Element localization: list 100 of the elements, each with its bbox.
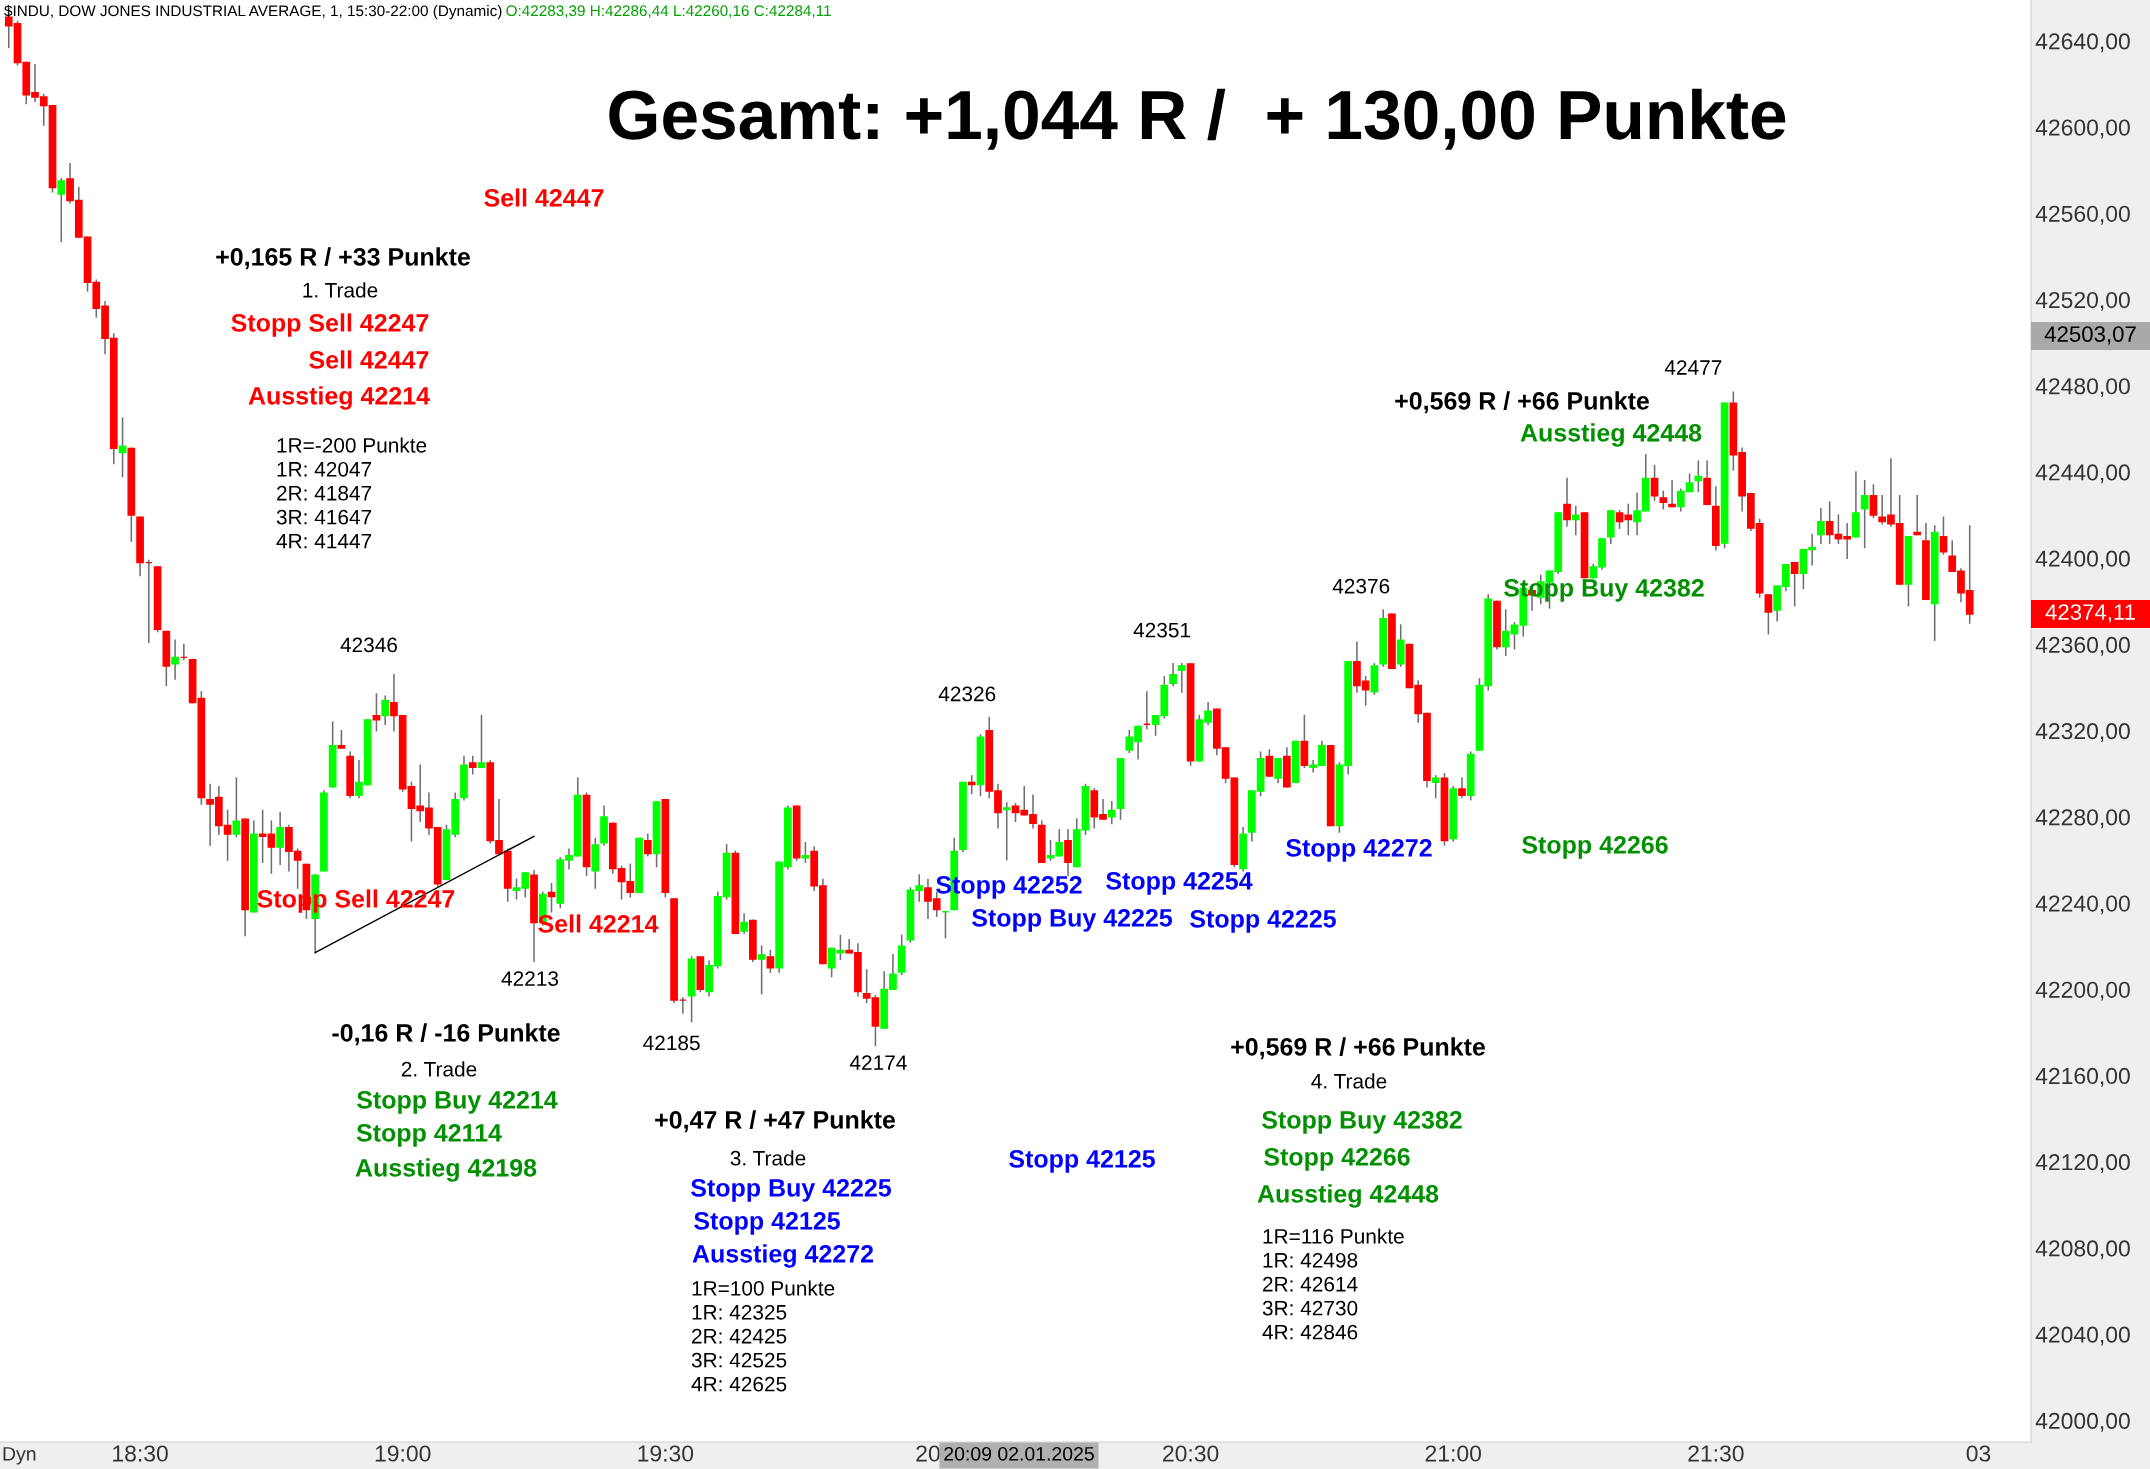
candlestick [1431, 775, 1440, 799]
candlestick [740, 913, 748, 935]
y-tick-label: 42600,00 [2035, 119, 2130, 139]
y-tick-label: 42520,00 [2035, 291, 2130, 311]
text: 20:09 02.01.2025 [944, 1446, 1094, 1461]
candlestick [381, 695, 390, 725]
annotation: Sell 42214 [538, 914, 659, 933]
candlestick [1265, 749, 1274, 777]
x-tick-label: 03 [1966, 1445, 1991, 1462]
candlestick [1668, 479, 1676, 508]
y-tick-label: 42560,00 [2035, 205, 2130, 225]
candlestick [1002, 802, 1011, 861]
annotation: +0,569 R / +66 Punkte [1395, 391, 1649, 414]
annotation: 42376 [1332, 578, 1390, 594]
candlestick [1169, 663, 1177, 687]
y-tick-label: 42360,00 [2035, 636, 2130, 656]
annotation: Stopp Buy 42214 [357, 1091, 558, 1114]
x-tick-label: 21:00 [1425, 1445, 1481, 1462]
candlestick [171, 639, 179, 680]
candlestick [1396, 624, 1405, 667]
annotation: 4. Trade [1311, 1073, 1387, 1089]
y-tick-label: 42480,00 [2035, 378, 2130, 398]
y-tick-label: 42040,00 [2035, 1326, 2130, 1346]
annotation: 42326 [938, 686, 996, 702]
candlestick [757, 945, 766, 995]
annotation: Ausstieg 42448 [1520, 423, 1702, 447]
y-tick-label: 42440,00 [2035, 464, 2130, 484]
y-tick-label: 42400,00 [2035, 550, 2130, 570]
text: 42374,11 [2045, 604, 2135, 623]
candlestick [232, 777, 241, 838]
candlestick [1913, 494, 1922, 536]
annotation: 42346 [340, 637, 397, 653]
candlestick [1825, 501, 1834, 544]
annotation: O:42283,39 H:42286,44 L:42260,16 C:42284,11 [506, 5, 831, 18]
annotation: +0,47 R / +47 Punkte [655, 1110, 896, 1133]
candlestick [1064, 829, 1072, 876]
annotation: -0,16 R / -16 Punkte [332, 1023, 560, 1046]
annotation: +0,569 R / +66 Punkte [1231, 1037, 1485, 1060]
y-tick-label: 42640,00 [2035, 33, 2130, 53]
text: 42503,07 [2044, 326, 2136, 345]
annotation: Ausstieg 42272 [692, 1244, 874, 1268]
candlestick [1458, 777, 1466, 799]
annotation: 1. Trade [303, 282, 378, 298]
annotation: 2. Trade [401, 1061, 477, 1077]
annotation: Stopp 42254 [1106, 872, 1253, 895]
annotation: Stopp 42125 [1009, 1150, 1155, 1173]
text: Gesamt: +1,044 R / + 130,00 Punkte [609, 88, 1786, 150]
candlestick [258, 809, 267, 863]
x-tick-label: 20 [916, 1445, 940, 1462]
candlestick [1107, 801, 1116, 825]
candlestick [766, 949, 775, 973]
candlestick [801, 842, 810, 863]
annotation: Stopp 42266 [1264, 1148, 1410, 1171]
x-tick-label: 20:30 [1163, 1445, 1219, 1462]
y-tick-label: 42200,00 [2035, 981, 2130, 1001]
annotation: Stopp Buy 42225 [691, 1179, 892, 1202]
annotation: 42174 [849, 1055, 907, 1070]
y-tick-label: 42320,00 [2035, 723, 2130, 742]
x-tick-label: 19:30 [638, 1445, 694, 1462]
annotation: +0,165 R / +33 Punkte [216, 247, 470, 270]
annotation: Stopp Buy 42382 [1262, 1111, 1462, 1134]
annotation: 42185 [643, 1035, 700, 1051]
annotation: 42213 [501, 971, 559, 986]
annotation: Stopp 42272 [1286, 839, 1432, 862]
candlestick [1571, 505, 1580, 536]
x-tick-label: 19:00 [375, 1445, 431, 1462]
annotation: Ausstieg 42448 [1257, 1184, 1439, 1208]
y-tick-label: 42120,00 [2035, 1154, 2130, 1174]
candlestick [1790, 561, 1799, 607]
annotation: 42351 [1133, 622, 1191, 638]
annotation: Stopp 42125 [694, 1212, 840, 1235]
candlestick [1817, 507, 1825, 544]
x-tick-label: 21:30 [1688, 1445, 1744, 1462]
annotation: Sell 42447 [309, 350, 429, 369]
annotation: Stopp 42225 [1190, 910, 1336, 933]
candlestick [1563, 477, 1571, 527]
annotation: Ausstieg 42198 [355, 1158, 537, 1182]
annotation: Stopp Buy 42225 [972, 909, 1173, 932]
annotation: 3. Trade [730, 1150, 806, 1166]
annotation: Sell 42447 [484, 188, 604, 207]
annotation: 1R=116 Punkte 1R: 42498 2R: 42614 3R: 42730 4R: 42846 [1262, 1228, 1404, 1340]
candlestick [1869, 484, 1878, 519]
candlestick [1860, 479, 1869, 549]
candlestick [267, 820, 276, 874]
y-tick-label: 42240,00 [2035, 895, 2130, 915]
y-tick-label: 42080,00 [2035, 1240, 2130, 1260]
y-tick-label: 42160,00 [2035, 1067, 2130, 1087]
candlestick [1694, 460, 1703, 493]
annotation: Stopp 42266 [1522, 836, 1668, 859]
annotation: Stopp 42114 [356, 1124, 502, 1147]
candlestick [643, 833, 652, 857]
candlestick [1764, 594, 1773, 635]
candlestick [1300, 714, 1309, 769]
candlestick [477, 714, 486, 769]
annotation: Stopp Sell 42247 [231, 313, 429, 337]
candlestick [372, 693, 381, 732]
candlestick [57, 178, 66, 243]
candlestick [1939, 516, 1948, 555]
candlestick [276, 811, 284, 866]
candlestick [1274, 757, 1282, 784]
